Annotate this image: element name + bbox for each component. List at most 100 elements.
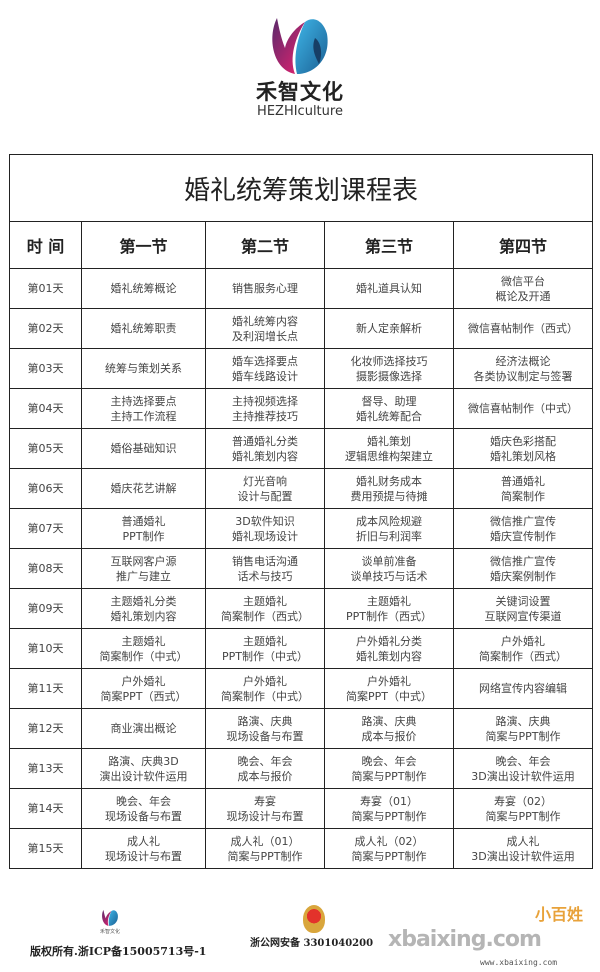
day-cell: 第14天	[9, 788, 82, 829]
table-row: 第02天 婚礼统筹职责 婚礼统筹内容 及利润增长点 新人定亲解析 微信喜帖制作（西式）	[9, 308, 594, 349]
police-record-link[interactable]: 浙公网安备 3301040200	[250, 938, 374, 949]
lesson-cell: 户外婚礼 简案PPT（中式）	[324, 668, 454, 709]
lesson-cell: 微信推广宣传 婚庆宣传制作	[452, 508, 594, 549]
lesson-cell: 灯光音响 设计与配置	[205, 468, 325, 509]
table-row: 第12天 商业演出概论 路演、庆典 现场设备与布置 路演、庆典 成本与报价 路演、庆典 …	[9, 708, 594, 749]
lesson-cell: 晚会、年会 简案与PPT制作	[324, 748, 454, 789]
day-cell: 第07天	[9, 508, 82, 549]
lesson-cell: 婚礼统筹概论	[81, 268, 206, 309]
lesson-cell: 晚会、年会 现场设备与布置	[81, 788, 206, 829]
lesson-cell: 户外婚礼分类 婚礼策划内容	[324, 628, 454, 669]
watermark-cn: 小百姓	[535, 905, 584, 924]
table-row: 第09天 主题婚礼分类 婚礼策划内容 主题婚礼 简案制作（西式） 主题婚礼 PPT制作…	[9, 588, 594, 629]
lesson-cell: 主持选择要点 主持工作流程	[81, 388, 206, 429]
hezhi-logo-small-icon	[102, 909, 118, 926]
lesson-cell: 督导、助理 婚礼统筹配合	[324, 388, 454, 429]
brand-name-en: HEZHIculture	[257, 104, 343, 119]
lesson-cell: 销售电话沟通 话术与技巧	[205, 548, 325, 589]
lesson-cell: 寿宴 现场设计与布置	[205, 788, 325, 829]
lesson-cell: 主题婚礼 PPT制作（西式）	[324, 588, 454, 629]
lesson-cell: 新人定亲解析	[324, 308, 454, 349]
lesson-cell: 婚礼统筹职责	[81, 308, 206, 349]
lesson-cell: 晚会、年会 3D演出设计软件运用	[452, 748, 594, 789]
lesson-cell: 微信喜帖制作（西式）	[452, 308, 594, 349]
lesson-cell: 婚车选择要点 婚车线路设计	[205, 348, 325, 389]
day-cell: 第03天	[9, 348, 82, 389]
table-row: 第11天 户外婚礼 简案PPT（西式） 户外婚礼 简案制作（中式） 户外婚礼 简案PP…	[9, 668, 594, 709]
footer: 禾智文化 版权所有.浙ICP备15005713号-1 浙公网安备 3301040…	[0, 905, 600, 972]
copyright-text: 版权所有.浙ICP备15005713号-1	[30, 945, 207, 958]
lesson-cell: 成人礼（01） 简案与PPT制作	[205, 828, 325, 869]
lesson-cell: 谈单前准备 谈单技巧与话术	[324, 548, 454, 589]
lesson-cell: 成人礼（02） 简案与PPT制作	[324, 828, 454, 869]
lesson-cell: 户外婚礼 简案制作（西式）	[452, 628, 594, 669]
lesson-cell: 路演、庆典3D 演出设计软件运用	[81, 748, 206, 789]
course-schedule-table: 婚礼统筹策划课程表 时 间第一节 第二节 第三节 第四节 第01天 婚礼统筹概论 销售服务…	[8, 154, 594, 869]
watermark-url: www.xbaixing.com	[480, 958, 558, 967]
lesson-cell: 普通婚礼 PPT制作	[81, 508, 206, 549]
day-cell: 第09天	[9, 588, 82, 629]
lesson-cell: 统筹与策划关系	[81, 348, 206, 389]
watermark: xbaixing.com	[388, 927, 542, 952]
lesson-cell: 主题婚礼 简案制作（西式）	[205, 588, 325, 629]
lesson-cell: 户外婚礼 简案制作（中式）	[205, 668, 325, 709]
table-row: 第07天 普通婚礼 PPT制作 3D软件知识 婚礼现场设计 成本风险规避 折旧与利润率…	[9, 508, 594, 549]
brand-name-cn: 禾智文化	[256, 80, 344, 104]
column-header: 第一节	[81, 221, 206, 269]
day-cell: 第04天	[9, 388, 82, 429]
lesson-cell: 3D软件知识 婚礼现场设计	[205, 508, 325, 549]
lesson-cell: 寿宴（01） 简案与PPT制作	[324, 788, 454, 829]
day-cell: 第11天	[9, 668, 82, 709]
day-cell: 第12天	[9, 708, 82, 749]
footer-mini-logo-text: 禾智文化	[100, 929, 121, 935]
lesson-cell: 婚庆色彩搭配 婚礼策划风格	[452, 428, 594, 469]
lesson-cell: 网络宣传内容编辑	[452, 668, 594, 709]
lesson-cell: 婚礼策划 逻辑思维构架建立	[324, 428, 454, 469]
day-cell: 第06天	[9, 468, 82, 509]
lesson-cell: 微信喜帖制作（中式）	[452, 388, 594, 429]
hezhi-logo-icon	[272, 18, 328, 74]
table-row: 第05天 婚俗基础知识 普通婚礼分类 婚礼策划内容 婚礼策划 逻辑思维构架建立 婚庆色彩…	[9, 428, 594, 469]
lesson-cell: 成人礼 现场设计与布置	[81, 828, 206, 869]
day-cell: 第05天	[9, 428, 82, 469]
lesson-cell: 微信平台 概论及开通	[452, 268, 594, 309]
day-cell: 第01天	[9, 268, 82, 309]
lesson-cell: 主题婚礼 PPT制作（中式）	[205, 628, 325, 669]
lesson-cell: 婚俗基础知识	[81, 428, 206, 469]
lesson-cell: 户外婚礼 简案PPT（西式）	[81, 668, 206, 709]
police-badge-icon	[303, 905, 325, 933]
column-header: 第三节	[324, 221, 454, 269]
day-cell: 第15天	[9, 828, 82, 869]
lesson-cell: 路演、庆典 现场设备与布置	[205, 708, 325, 749]
table-row: 第14天 晚会、年会 现场设备与布置 寿宴 现场设计与布置 寿宴（01） 简案与PPT…	[9, 788, 594, 829]
lesson-cell: 婚礼财务成本 费用预提与待摊	[324, 468, 454, 509]
column-header: 第四节	[452, 221, 594, 269]
table-row: 第08天 互联网客户源 推广与建立 销售电话沟通 话术与技巧 谈单前准备 谈单技巧与话…	[9, 548, 594, 589]
lesson-cell: 关键词设置 互联网宣传渠道	[452, 588, 594, 629]
lesson-cell: 微信推广宣传 婚庆案例制作	[452, 548, 594, 589]
day-cell: 第08天	[9, 548, 82, 589]
table-header-row: 时 间第一节 第二节 第三节 第四节	[9, 221, 594, 269]
lesson-cell: 互联网客户源 推广与建立	[81, 548, 206, 589]
lesson-cell: 普通婚礼分类 婚礼策划内容	[205, 428, 325, 469]
column-header: 第二节	[205, 221, 325, 269]
table-row: 第15天 成人礼 现场设计与布置 成人礼（01） 简案与PPT制作 成人礼（02） 简…	[9, 828, 594, 869]
lesson-cell: 经济法概论 各类协议制定与签署	[452, 348, 594, 389]
footer-mini-logo: 禾智文化	[100, 907, 120, 935]
day-cell: 第02天	[9, 308, 82, 349]
table-row: 第01天 婚礼统筹概论 销售服务心理 婚礼道具认知 微信平台 概论及开通	[9, 268, 594, 309]
lesson-cell: 化妆师选择技巧 摄影摄像选择	[324, 348, 454, 389]
lesson-cell: 成本风险规避 折旧与利润率	[324, 508, 454, 549]
lesson-cell: 路演、庆典 成本与报价	[324, 708, 454, 749]
lesson-cell: 主题婚礼 简案制作（中式）	[81, 628, 206, 669]
day-cell: 第13天	[9, 748, 82, 789]
table-row: 第06天 婚庆花艺讲解 灯光音响 设计与配置 婚礼财务成本 费用预提与待摊 普通婚礼 简…	[9, 468, 594, 509]
table-title: 婚礼统筹策划课程表	[8, 154, 594, 222]
lesson-cell: 主题婚礼分类 婚礼策划内容	[81, 588, 206, 629]
lesson-cell: 婚礼道具认知	[324, 268, 454, 309]
lesson-cell: 晚会、年会 成本与报价	[205, 748, 325, 789]
lesson-cell: 商业演出概论	[81, 708, 206, 749]
lesson-cell: 销售服务心理	[205, 268, 325, 309]
lesson-cell: 婚庆花艺讲解	[81, 468, 206, 509]
lesson-cell: 成人礼 3D演出设计软件运用	[452, 828, 594, 869]
